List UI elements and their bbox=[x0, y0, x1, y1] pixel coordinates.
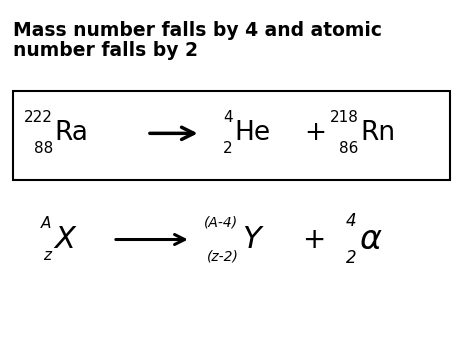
Text: (A-4): (A-4) bbox=[204, 215, 238, 230]
Text: He: He bbox=[235, 120, 271, 146]
FancyBboxPatch shape bbox=[13, 91, 450, 180]
Text: Ra: Ra bbox=[55, 120, 89, 146]
Text: 88: 88 bbox=[34, 141, 53, 156]
Text: $\alpha$: $\alpha$ bbox=[359, 223, 382, 256]
Text: 86: 86 bbox=[339, 141, 359, 156]
Text: 4: 4 bbox=[223, 110, 232, 125]
Text: number falls by 2: number falls by 2 bbox=[13, 41, 198, 60]
Text: 2: 2 bbox=[346, 250, 357, 267]
Text: +: + bbox=[302, 225, 326, 253]
Text: z: z bbox=[43, 248, 51, 263]
Text: Y: Y bbox=[242, 225, 261, 254]
Text: 2: 2 bbox=[223, 141, 232, 156]
Text: 218: 218 bbox=[330, 110, 359, 125]
Text: Mass number falls by 4 and atomic: Mass number falls by 4 and atomic bbox=[13, 21, 382, 40]
Text: (z-2): (z-2) bbox=[207, 250, 238, 263]
Text: Rn: Rn bbox=[361, 120, 396, 146]
Text: 222: 222 bbox=[24, 110, 53, 125]
Text: +: + bbox=[304, 120, 327, 146]
Text: A: A bbox=[41, 215, 51, 231]
Text: 4: 4 bbox=[346, 212, 357, 230]
Text: X: X bbox=[55, 225, 76, 254]
